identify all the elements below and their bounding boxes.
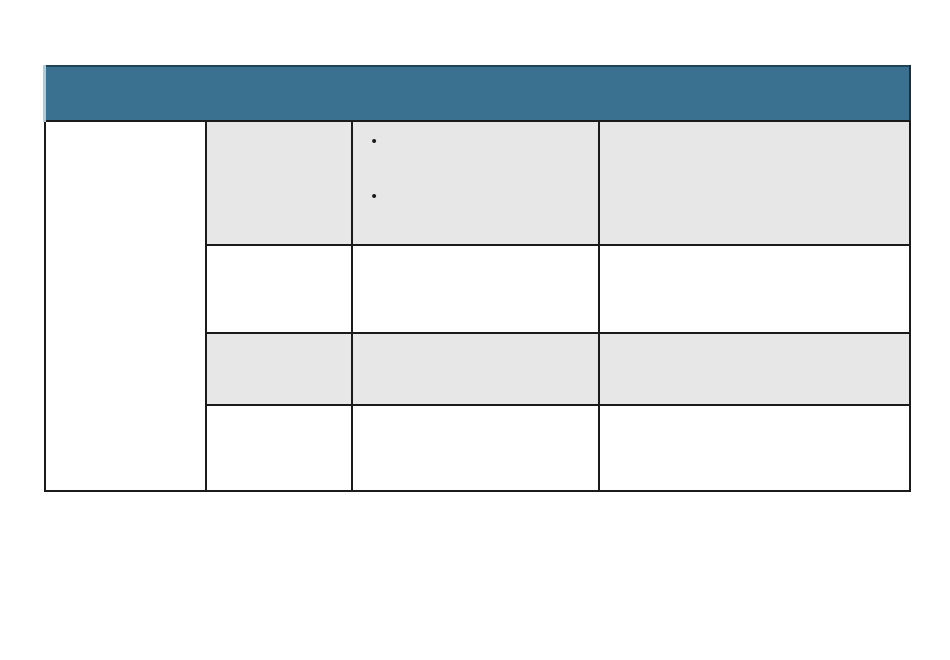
- bullet-list-item: •: [371, 183, 597, 238]
- bullet-list-item: •: [371, 128, 597, 183]
- table-cell: [350, 404, 600, 492]
- table-cell: [597, 332, 911, 406]
- table-left-merged-cell: [43, 120, 207, 492]
- table-cell: [597, 404, 911, 492]
- table-cell: [204, 404, 353, 492]
- table-cell: [597, 120, 911, 246]
- table-cell: [350, 332, 600, 406]
- table-cell: [204, 332, 353, 406]
- table-row: [45, 332, 911, 406]
- table-header-cell: [43, 65, 911, 122]
- table-cell: [204, 244, 353, 334]
- table-row: • •: [43, 120, 911, 492]
- table-cell: [204, 120, 353, 246]
- bullet-icon: •: [371, 188, 377, 205]
- document-table: • •: [43, 65, 911, 492]
- table-cell-with-bullets: • •: [350, 120, 600, 246]
- table-cell: [597, 244, 911, 334]
- table-row: [45, 404, 911, 492]
- bullet-icon: •: [371, 133, 377, 150]
- bullet-list: • •: [354, 123, 597, 238]
- table-cell: [350, 244, 600, 334]
- table-row: [45, 244, 911, 334]
- table-header-row: [43, 65, 911, 122]
